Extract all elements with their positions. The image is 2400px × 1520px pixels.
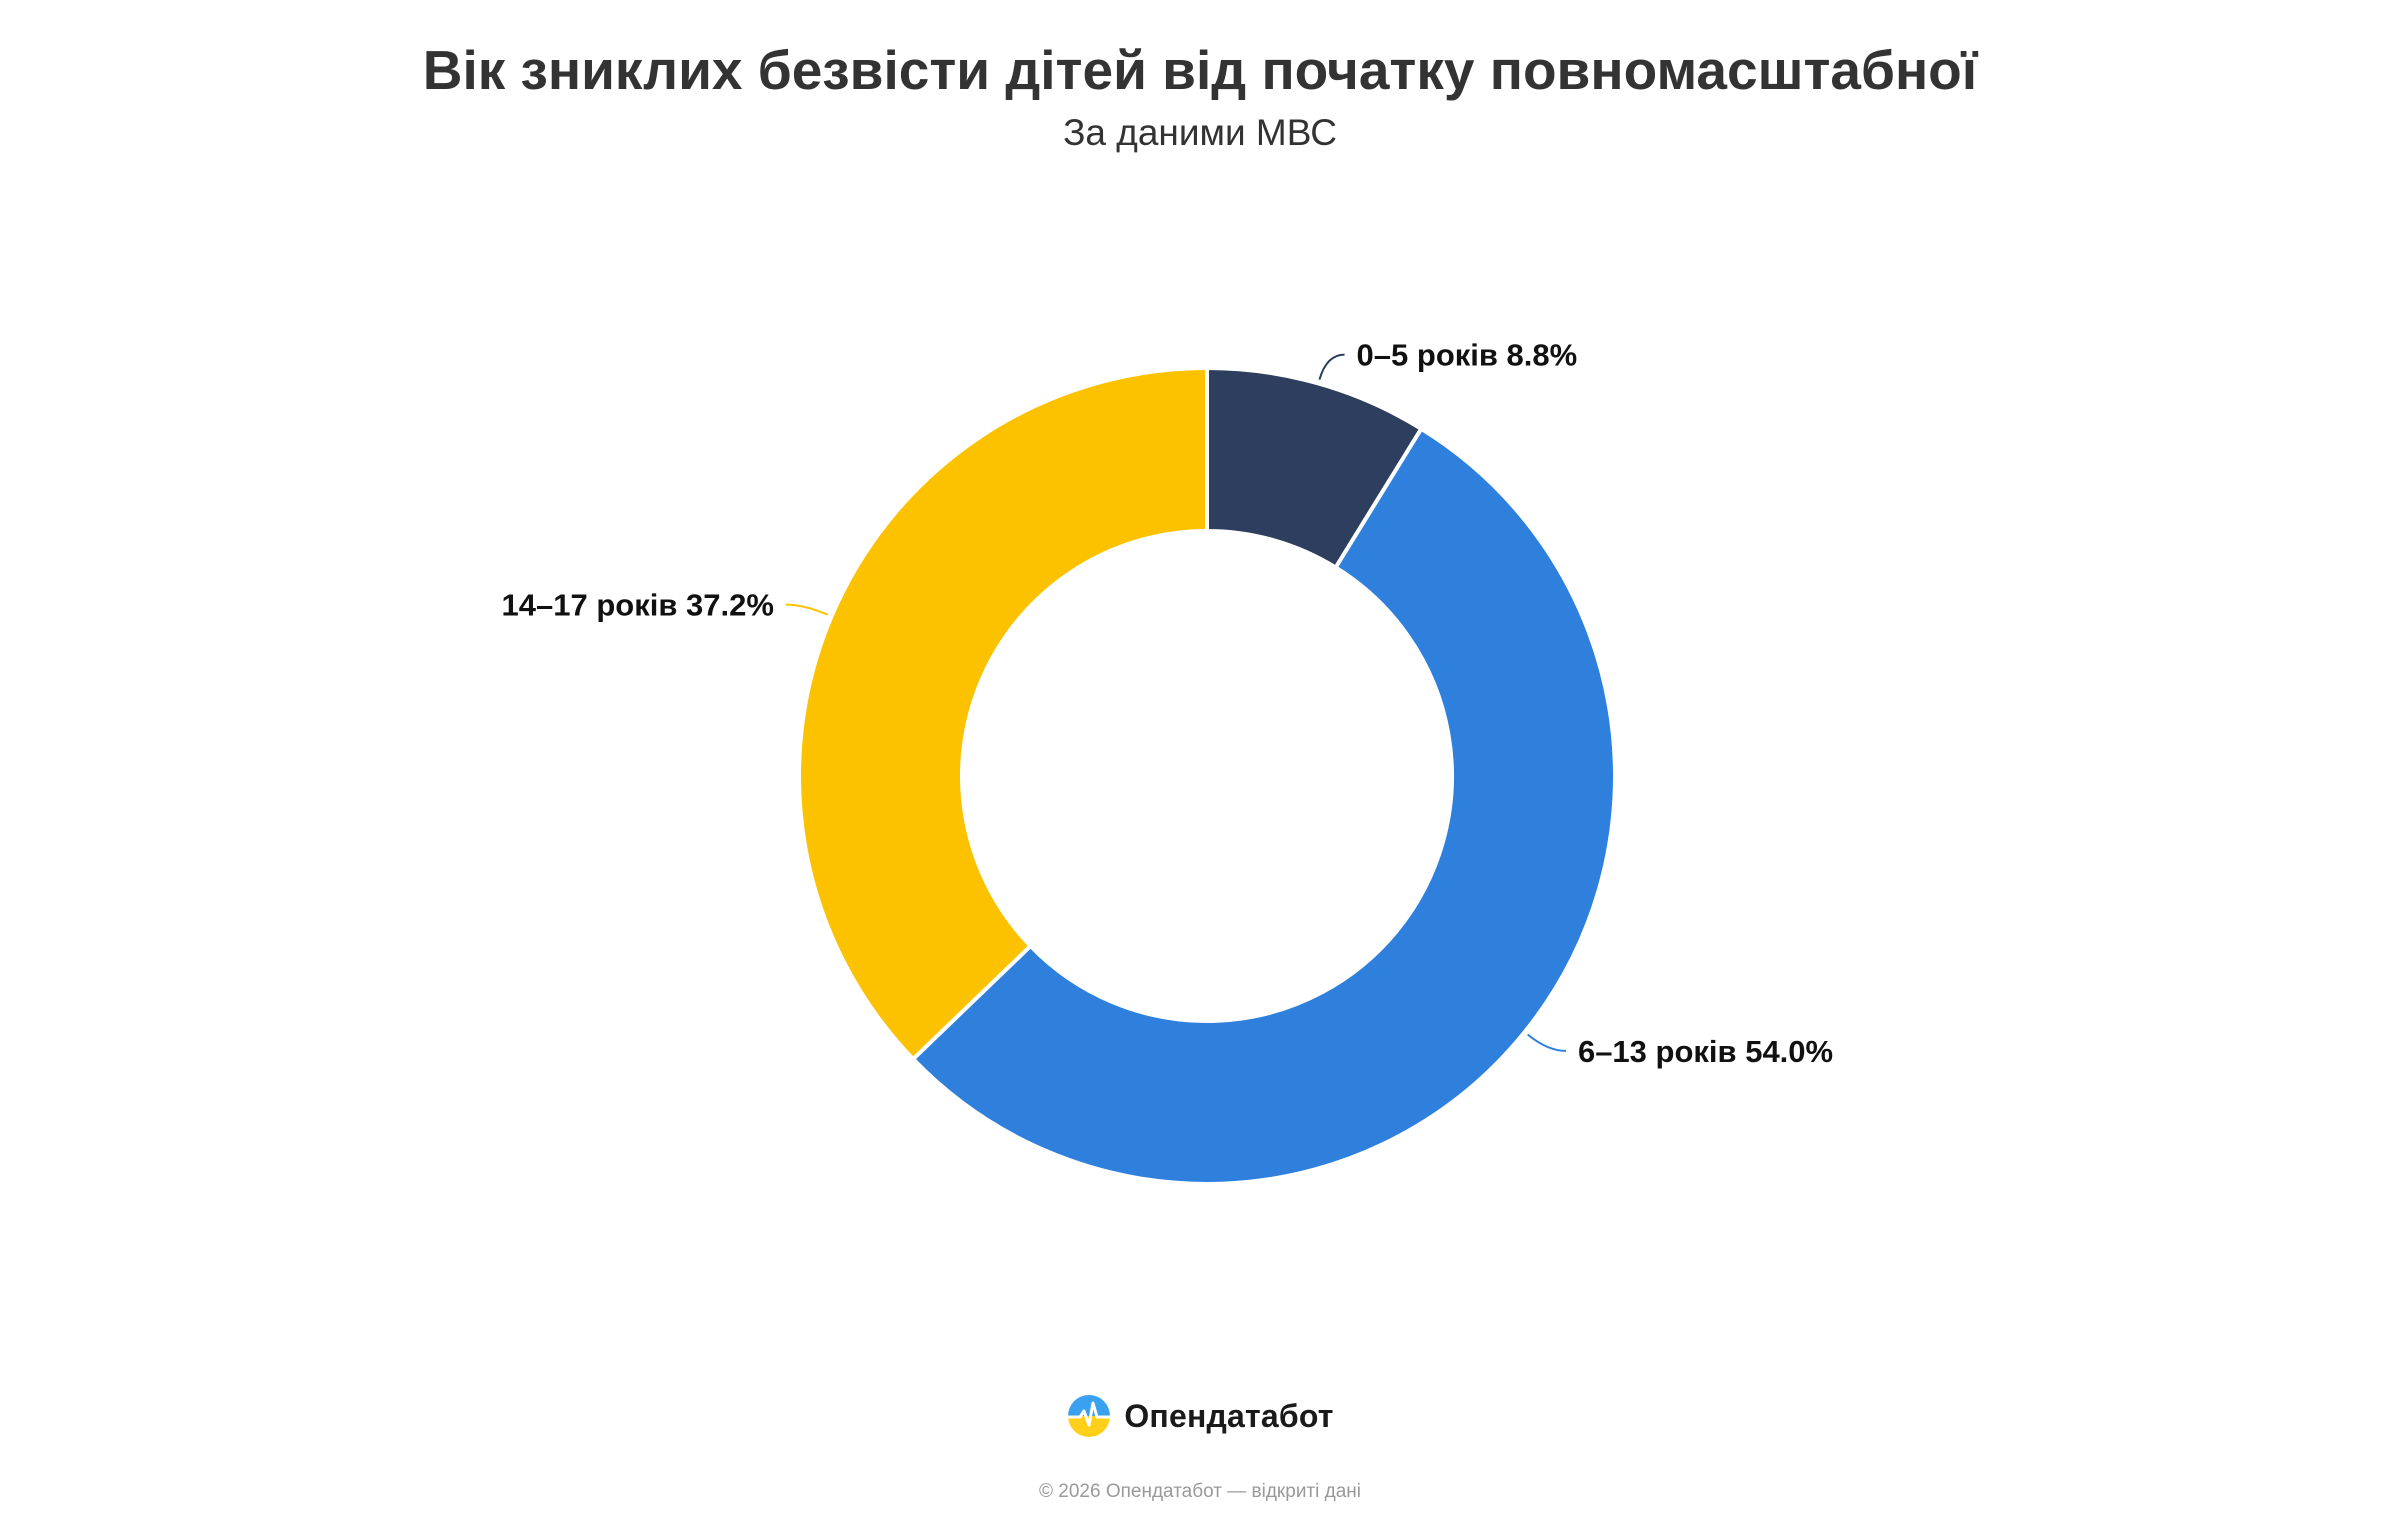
leader-line-1 [1527, 1033, 1566, 1052]
slice-label-0: 0–5 років 8.8% [1357, 338, 1578, 373]
donut-slice-1 [911, 426, 1617, 1186]
brand: Опендатабот [0, 1393, 2400, 1439]
brand-name: Опендатабот [1124, 1397, 1334, 1434]
leader-line-0 [1318, 353, 1345, 380]
chart-subtitle: За даними МВС [1063, 112, 1337, 153]
slice-label-1: 6–13 років 54.0% [1578, 1034, 1833, 1069]
slice-label-2: 14–17 років 37.2% [502, 588, 774, 623]
chart-title: Вік зниклих безвісти дітей від початку п… [422, 39, 1978, 101]
leader-line-2 [785, 603, 829, 616]
opendatabot-logo-icon [1068, 1395, 1111, 1437]
copyright: © 2026 Опендатабот — відкриті дані [1039, 1481, 1361, 1502]
donut-slice-2 [797, 366, 1209, 1062]
